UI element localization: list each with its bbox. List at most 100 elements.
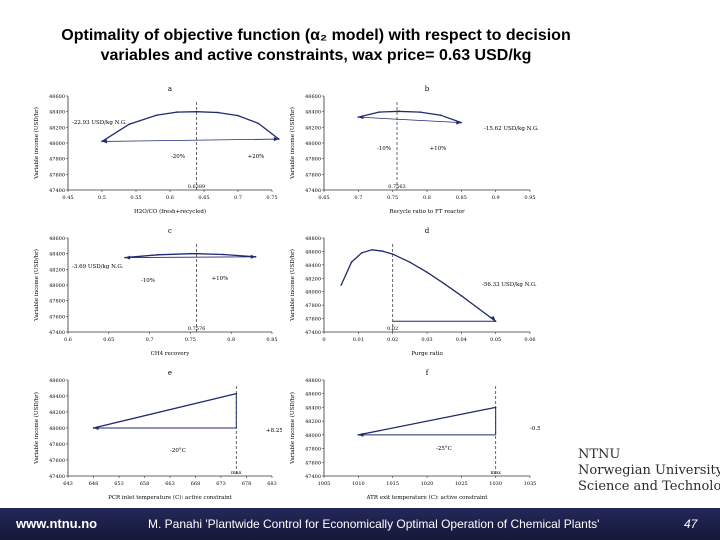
x-tick-label: 0.03 xyxy=(421,337,432,343)
y-tick-label: 47800 xyxy=(305,157,321,163)
optimum-label: 0.7563 xyxy=(388,184,406,190)
footer-site-link[interactable]: www.ntnu.no xyxy=(16,516,98,531)
series-line xyxy=(101,111,280,142)
data-point xyxy=(195,110,198,113)
x-tick-label: 653 xyxy=(114,481,124,487)
y-tick-label: 48400 xyxy=(305,110,321,116)
x-tick-label: 0.95 xyxy=(524,195,535,201)
x-tick-label: 0.75 xyxy=(387,195,398,201)
y-tick-label: 47600 xyxy=(49,458,65,464)
x-tick-label: 678 xyxy=(242,481,252,487)
baseline-line xyxy=(125,256,256,258)
x-tick-label: 0.5 xyxy=(98,195,106,201)
arrow-head xyxy=(125,255,131,260)
arrow-head xyxy=(93,426,99,430)
y-tick-label: 47800 xyxy=(49,442,65,448)
y-tick-label: 48000 xyxy=(49,426,65,432)
y-tick-label: 47600 xyxy=(305,317,321,323)
data-point xyxy=(409,261,411,263)
x-tick-label: 0.7 xyxy=(234,195,242,201)
y-tick-label: 47600 xyxy=(305,172,321,178)
x-tick-label: 0.04 xyxy=(456,337,467,343)
y-tick-label: 48000 xyxy=(49,283,65,289)
data-point xyxy=(439,114,442,116)
chart-svg-d: d 47400 47600 47800 48000 48200 48400 48600 4880… xyxy=(289,227,537,357)
x-tick-label: 0.75 xyxy=(185,337,196,343)
annotation-label: +10% xyxy=(212,276,229,282)
annotation-label: -56.33 USD/kg N.G. xyxy=(482,282,537,288)
optimum-label: 0.7576 xyxy=(188,326,206,332)
y-tick-label: 48600 xyxy=(49,94,65,100)
chart-svg-f: f 47400 47600 47800 48000 48200 48400 48600 4880… xyxy=(289,369,540,501)
x-axis-label: ATR exit temperature (C): active constra… xyxy=(366,494,489,501)
chart-svg-c: c 47400 47600 47800 48000 48200 48400 48600 0.6 0… xyxy=(33,227,278,357)
chart-panel-a: a 47400 47600 47800 48000 48200 48400 48600 0.45… xyxy=(30,82,282,216)
y-tick-label: 48200 xyxy=(305,419,321,425)
x-tick-label: 0.7 xyxy=(354,195,362,201)
x-tick-label: 0.9 xyxy=(492,195,500,201)
y-tick-label: 47400 xyxy=(49,330,65,336)
y-tick-label: 48600 xyxy=(49,378,65,384)
x-tick-label: 0.85 xyxy=(456,195,467,201)
arrow-head xyxy=(456,120,462,125)
series-line xyxy=(93,392,237,429)
x-tick-label: 1030 xyxy=(489,481,502,487)
y-tick-label: 47400 xyxy=(305,188,321,194)
x-tick-label: 0.85 xyxy=(266,337,277,343)
annotation-label: +20% xyxy=(248,154,265,160)
panel-letter: b xyxy=(425,85,430,93)
series-line xyxy=(358,406,496,436)
baseline-line xyxy=(358,116,462,124)
x-tick-label: 0.55 xyxy=(130,195,141,201)
x-tick-label: 1010 xyxy=(352,481,365,487)
y-tick-label: 48200 xyxy=(49,267,65,273)
arrow-head xyxy=(358,432,364,437)
y-tick-label: 47600 xyxy=(49,314,65,320)
y-tick-label: 48600 xyxy=(305,249,321,255)
chart-svg-e: e 47400 47600 47800 48000 48200 48400 48600 643 6… xyxy=(33,369,282,501)
y-tick-label: 48200 xyxy=(305,125,321,131)
y-tick-label: 47400 xyxy=(49,188,65,194)
data-point xyxy=(360,251,363,254)
y-tick-label: 47400 xyxy=(49,474,65,480)
slide-title: Optimality of objective function (α₂ mod… xyxy=(0,26,632,66)
y-tick-label: 47400 xyxy=(305,330,321,336)
arrow-head xyxy=(102,139,107,144)
baseline-line xyxy=(101,138,279,142)
data-point xyxy=(460,294,463,297)
data-point xyxy=(156,254,159,256)
y-tick-label: 48400 xyxy=(305,263,321,269)
x-tick-label: 1005 xyxy=(318,481,331,487)
x-axis-label: Recycle ratio to FT reactor xyxy=(389,209,465,215)
x-axis-label: CH4 recovery xyxy=(151,351,191,357)
series-line xyxy=(340,249,497,322)
annotation-label: -10% xyxy=(377,146,391,152)
data-point xyxy=(128,123,130,125)
x-axis-label: H2O/CO (fresh+recycled) xyxy=(134,208,206,215)
x-tick-label: 1035 xyxy=(524,481,537,487)
annotation-label: +8.25 USD/kg N.G. xyxy=(266,428,282,434)
ntnu-branding: NTNU Norwegian University of Science and… xyxy=(578,447,720,495)
data-point xyxy=(426,271,428,274)
data-point xyxy=(176,111,178,113)
x-tick-label: 683 xyxy=(267,481,277,487)
page-number: 47 xyxy=(684,517,698,531)
x-tick-label: 0.01 xyxy=(353,337,364,343)
optimum-label: max xyxy=(231,470,242,476)
optimum-label: 0.6389 xyxy=(188,184,206,190)
data-point xyxy=(419,111,421,113)
y-axis-label: Variable income (USD/hr) xyxy=(33,107,40,180)
x-tick-label: 1015 xyxy=(386,481,399,487)
data-point xyxy=(189,252,192,255)
y-tick-label: 48200 xyxy=(49,125,65,131)
x-tick-label: 0.06 xyxy=(524,337,535,343)
data-point xyxy=(340,284,342,286)
y-tick-label: 48200 xyxy=(305,276,321,282)
y-tick-label: 48000 xyxy=(49,141,65,147)
chart-panel-d: d 47400 47600 47800 48000 48200 48400 48600 4880… xyxy=(286,224,540,358)
data-point xyxy=(378,111,380,113)
data-point xyxy=(477,307,480,310)
arrow-head xyxy=(490,316,496,322)
y-tick-label: 48600 xyxy=(49,236,65,242)
y-tick-label: 47400 xyxy=(305,474,321,480)
